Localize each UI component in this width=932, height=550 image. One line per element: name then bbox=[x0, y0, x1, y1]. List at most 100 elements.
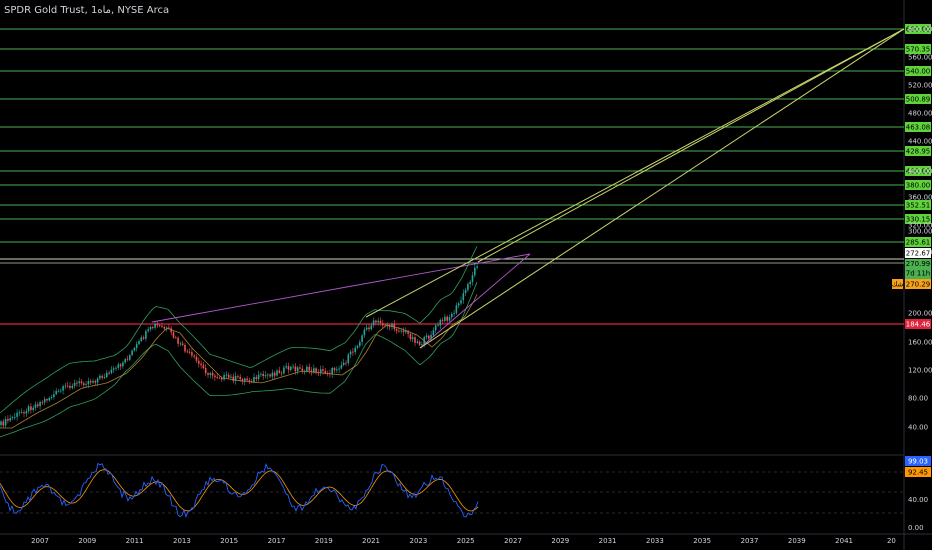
current-price-label: 270.99 bbox=[906, 260, 931, 268]
candle-body bbox=[122, 362, 124, 367]
candle-body bbox=[46, 399, 48, 401]
candle-body bbox=[453, 313, 455, 314]
candle-body bbox=[315, 368, 317, 373]
candle-body bbox=[257, 374, 260, 379]
price-axis: 600.00 570.35 540.00 500.89 463.08 428.95 400.… bbox=[892, 24, 932, 532]
candle-body bbox=[140, 337, 143, 342]
candle-body bbox=[177, 337, 179, 344]
level-tag-label: 570.35 bbox=[906, 46, 931, 54]
candle-body bbox=[423, 337, 425, 345]
candle-body bbox=[269, 374, 271, 377]
price-tick: 160.00 bbox=[908, 339, 932, 347]
candle-body bbox=[352, 351, 354, 353]
price-tick: 440.00 bbox=[908, 138, 932, 146]
candle-body bbox=[142, 337, 145, 339]
candle-body bbox=[34, 404, 37, 408]
upper-channel-line bbox=[365, 28, 905, 318]
candle-body bbox=[476, 266, 478, 268]
candle-body bbox=[172, 332, 175, 338]
candle-body bbox=[287, 366, 290, 370]
candle-body bbox=[94, 380, 97, 383]
candle-body bbox=[338, 368, 340, 370]
time-label: 20 bbox=[887, 537, 896, 545]
alert-icon bbox=[892, 279, 903, 289]
candle-body bbox=[405, 330, 407, 333]
candle-body bbox=[273, 372, 276, 376]
candle-body bbox=[147, 329, 149, 332]
candle-body bbox=[331, 368, 333, 375]
candle-body bbox=[4, 418, 7, 426]
candle-body bbox=[386, 325, 389, 327]
price-tick: 300.00 bbox=[908, 228, 932, 236]
current-price-tag bbox=[905, 259, 931, 279]
time-label: 2037 bbox=[741, 537, 759, 545]
candle-body bbox=[149, 326, 152, 330]
candle-body bbox=[372, 320, 375, 326]
candle-body bbox=[409, 333, 412, 340]
time-axis: 2007 2009 2011 2013 2015 2017 2019 2021 2023 2025… bbox=[31, 537, 896, 545]
candle-body bbox=[432, 330, 435, 335]
level-tag bbox=[905, 214, 931, 224]
alert-icon-label: شك bbox=[892, 281, 904, 289]
candle-body bbox=[359, 342, 361, 346]
candle-body bbox=[285, 366, 287, 368]
candle-body bbox=[460, 300, 462, 304]
level-tag-label: 500.89 bbox=[906, 96, 931, 104]
candle-body bbox=[2, 421, 5, 426]
candle-body bbox=[474, 267, 476, 276]
candle-body bbox=[421, 344, 423, 346]
level-tag-label: 285.61 bbox=[906, 239, 931, 247]
candle-body bbox=[324, 370, 327, 374]
time-label: 2025 bbox=[457, 537, 475, 545]
bollinger-upper bbox=[0, 246, 478, 414]
candle-body bbox=[388, 325, 391, 327]
candle-body bbox=[188, 351, 191, 353]
candle-body bbox=[115, 367, 117, 369]
candle-body bbox=[276, 370, 278, 376]
time-label: 2017 bbox=[268, 537, 286, 545]
support-tag bbox=[905, 319, 931, 329]
candle-body bbox=[407, 330, 409, 334]
price-tick: 480.00 bbox=[908, 110, 932, 118]
white-price-tag bbox=[905, 248, 931, 258]
candle-body bbox=[154, 323, 156, 328]
candle-body bbox=[168, 327, 170, 329]
candle-body bbox=[214, 375, 216, 378]
candle-body bbox=[246, 378, 248, 381]
candle-body bbox=[14, 416, 16, 418]
time-label: 2009 bbox=[78, 537, 96, 545]
candle-body bbox=[126, 359, 129, 361]
candle-body bbox=[135, 344, 138, 348]
candle-body bbox=[133, 347, 136, 351]
candle-body bbox=[32, 407, 34, 411]
candle-body bbox=[451, 313, 453, 318]
orange-price-tag bbox=[905, 279, 931, 289]
candle-body bbox=[418, 341, 421, 345]
candle-body bbox=[0, 421, 2, 425]
candle-body bbox=[129, 355, 131, 360]
candle-body bbox=[216, 377, 218, 378]
candle-body bbox=[379, 320, 382, 324]
candle-body bbox=[175, 337, 177, 339]
candle-body bbox=[239, 376, 241, 380]
candle-body bbox=[71, 385, 74, 388]
candle-body bbox=[444, 316, 446, 321]
candle-body bbox=[209, 372, 212, 375]
candle-body bbox=[200, 363, 202, 366]
candle-body bbox=[48, 397, 51, 401]
candle-body bbox=[124, 359, 126, 363]
candle-body bbox=[384, 325, 386, 327]
candle-body bbox=[25, 411, 28, 414]
candle-body bbox=[30, 406, 32, 411]
time-label: 2013 bbox=[173, 537, 191, 545]
candle-body bbox=[170, 328, 172, 333]
chart-title: SPDR Gold Trust, 1ماه, NYSE Arca bbox=[4, 5, 170, 16]
candle-body bbox=[370, 325, 373, 330]
candle-body bbox=[365, 327, 368, 330]
time-label: 2041 bbox=[835, 537, 853, 545]
candle-body bbox=[89, 381, 92, 383]
candle-body bbox=[92, 380, 94, 383]
level-tag-label: 380.00 bbox=[906, 182, 931, 190]
candle-body bbox=[255, 377, 258, 379]
